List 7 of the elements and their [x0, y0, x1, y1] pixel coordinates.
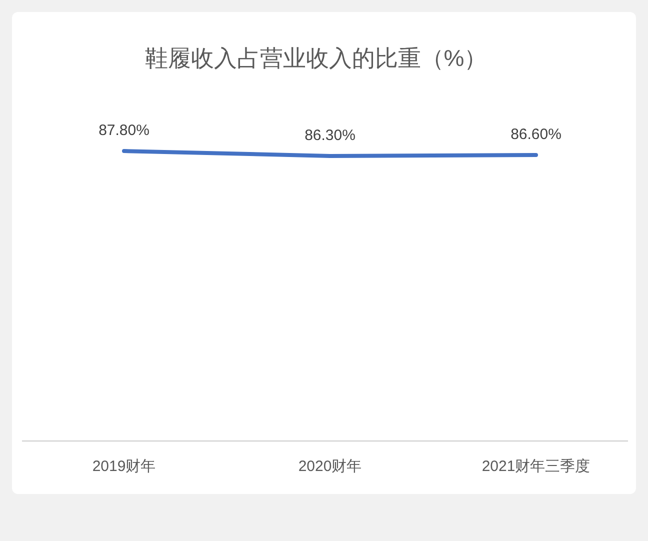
x-tick-label: 2019财年: [92, 458, 156, 475]
chart-title: 鞋履收入占营业收入的比重（%）: [144, 45, 488, 71]
data-label: 86.60%: [510, 126, 562, 143]
x-tick-label: 2020财年: [298, 458, 362, 475]
data-label: 87.80%: [98, 122, 150, 139]
x-tick-label: 2021财年三季度: [482, 458, 590, 475]
data-label: 86.30%: [304, 126, 356, 144]
